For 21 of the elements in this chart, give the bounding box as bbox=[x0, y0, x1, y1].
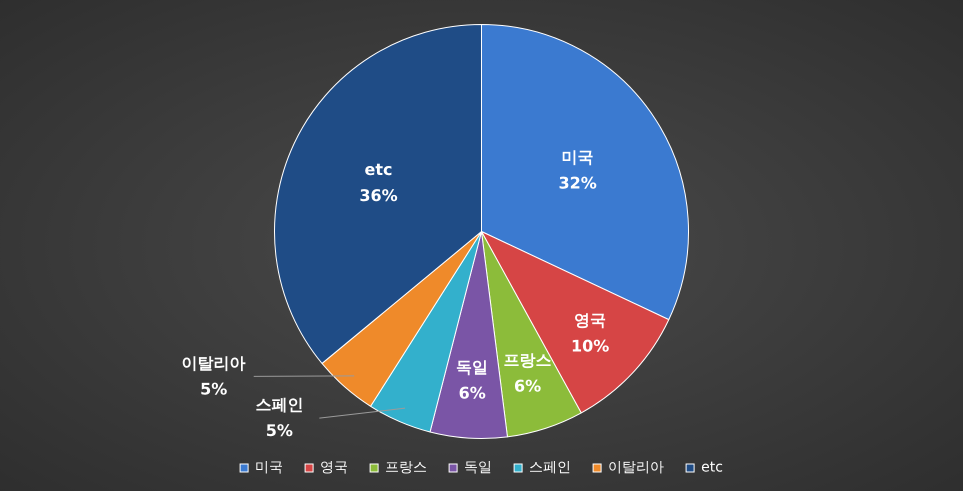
legend-label: 이탈리아 bbox=[608, 460, 664, 476]
slice-label: 독일 bbox=[456, 357, 488, 376]
data-label: 6% bbox=[458, 383, 486, 402]
legend-label: 미국 bbox=[255, 460, 284, 476]
legend-label: 프랑스 bbox=[385, 460, 428, 476]
data-label: 10% bbox=[570, 336, 610, 356]
legend-label: etc bbox=[701, 460, 723, 476]
slice-label: 미국 bbox=[562, 148, 594, 167]
slice-label: 영국 bbox=[574, 310, 606, 330]
slice-label: 프랑스 bbox=[504, 350, 552, 370]
legend-label: 독일 bbox=[464, 460, 492, 476]
data-label: 36% bbox=[359, 186, 398, 206]
data-label: 32% bbox=[558, 174, 597, 193]
slice-label: 이탈리아 bbox=[182, 354, 246, 373]
slice-label: 스페인 bbox=[255, 395, 304, 414]
data-label: 6% bbox=[514, 376, 542, 396]
legend-label: 영국 bbox=[320, 460, 348, 476]
legend-label: 스페인 bbox=[529, 460, 572, 476]
data-label: 5% bbox=[266, 421, 293, 440]
data-label: 5% bbox=[200, 380, 228, 399]
slice-label: etc bbox=[364, 160, 392, 180]
